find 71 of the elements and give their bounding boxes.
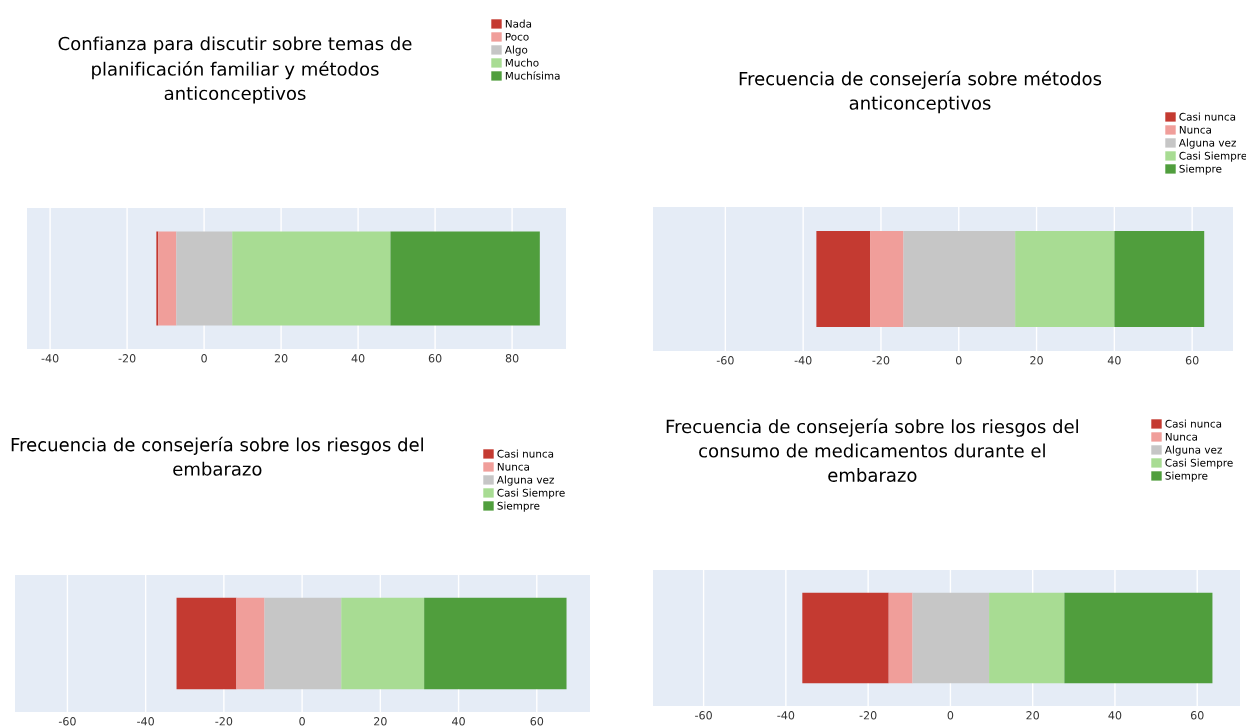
legend-label: Nunca bbox=[1179, 125, 1211, 134]
bar bbox=[888, 592, 913, 684]
bar bbox=[1064, 592, 1213, 684]
x-tick-label: -60 bbox=[58, 717, 76, 726]
legend-label: Alguna vez bbox=[1164, 445, 1222, 456]
x-tick-label: 0 bbox=[955, 356, 962, 365]
bar bbox=[424, 597, 567, 690]
bar bbox=[176, 597, 237, 690]
bar bbox=[1114, 231, 1205, 327]
legend-label: Casi Siempre bbox=[1179, 151, 1246, 162]
x-tick-label: -20 bbox=[215, 717, 233, 726]
chart-title: Frecuencia de consejería sobre los riesgos del consumo de medicamentos durante el embarazo bbox=[666, 418, 1078, 482]
bar bbox=[989, 592, 1065, 684]
x-tick-label: 20 bbox=[374, 717, 387, 726]
legend-label: Casi Siempre bbox=[1165, 458, 1233, 469]
x-tick-label: 40 bbox=[452, 717, 465, 726]
x-tick-label: -40 bbox=[794, 356, 812, 365]
x-tick-label: 60 bbox=[530, 717, 544, 726]
bar bbox=[903, 231, 1016, 327]
legend-label: Siempre bbox=[497, 501, 540, 512]
bar bbox=[1015, 231, 1115, 327]
x-tick-label: 0 bbox=[201, 354, 207, 363]
x-tick-label: 20 bbox=[274, 354, 288, 363]
x-tick-label: 0 bbox=[299, 717, 305, 726]
x-tick-label: 60 bbox=[428, 354, 442, 363]
x-tick-label: -20 bbox=[118, 354, 136, 363]
chart-title: Frecuencia de consejería sobre métodos anticonceptivos bbox=[739, 70, 1102, 114]
legend-label: Nunca bbox=[1165, 432, 1197, 441]
bar bbox=[264, 597, 342, 690]
legend-label: Nunca bbox=[497, 462, 529, 471]
x-tick-label: -60 bbox=[695, 711, 712, 720]
x-tick-label: 60 bbox=[1190, 711, 1204, 720]
legend-label: Muchísima bbox=[505, 71, 560, 80]
chart-title: Confianza para discutir sobre temas de planificación familiar y métodos anticonceptivos bbox=[58, 36, 412, 104]
chart-title: Frecuencia de consejería sobre los riesgos del embarazo bbox=[11, 436, 423, 476]
x-tick-label: 0 bbox=[947, 711, 954, 720]
legend-label: Siempre bbox=[1179, 164, 1222, 175]
bar bbox=[232, 231, 391, 326]
x-tick-label: -40 bbox=[777, 711, 795, 720]
x-tick-label: 40 bbox=[1107, 356, 1121, 365]
bar bbox=[158, 231, 177, 326]
legend-label: Alguna vez bbox=[496, 475, 554, 486]
x-tick-label: -40 bbox=[41, 354, 59, 363]
bar bbox=[912, 592, 990, 684]
x-tick-label: -60 bbox=[716, 356, 734, 365]
legend-label: Algo bbox=[504, 45, 528, 56]
x-tick-label: 60 bbox=[1185, 356, 1199, 365]
legend-label: Casi nunca bbox=[1165, 419, 1222, 428]
legend-label: Alguna vez bbox=[1178, 138, 1236, 149]
legend-label: Casi nunca bbox=[497, 449, 554, 458]
x-tick-label: -20 bbox=[872, 356, 890, 365]
x-tick-label: 40 bbox=[1108, 711, 1122, 720]
x-tick-label: -40 bbox=[137, 717, 154, 726]
bar bbox=[236, 597, 265, 690]
bar bbox=[802, 592, 889, 684]
legend-label: Nada bbox=[505, 19, 532, 28]
bar bbox=[816, 231, 871, 327]
bar bbox=[870, 231, 904, 327]
bar bbox=[341, 597, 425, 690]
legend-label: Casi nunca bbox=[1179, 112, 1236, 121]
legend-label: Mucho bbox=[505, 58, 539, 67]
bar bbox=[176, 231, 233, 326]
x-tick-label: -20 bbox=[859, 711, 877, 720]
bar bbox=[390, 231, 540, 326]
x-tick-label: 20 bbox=[1026, 711, 1040, 720]
legend-label: Poco bbox=[505, 32, 529, 41]
x-tick-label: 80 bbox=[505, 354, 519, 363]
legend-label: Siempre bbox=[1165, 471, 1208, 482]
x-tick-label: 20 bbox=[1030, 356, 1043, 365]
x-tick-label: 40 bbox=[351, 354, 365, 363]
legend-label: Casi Siempre bbox=[497, 488, 565, 499]
